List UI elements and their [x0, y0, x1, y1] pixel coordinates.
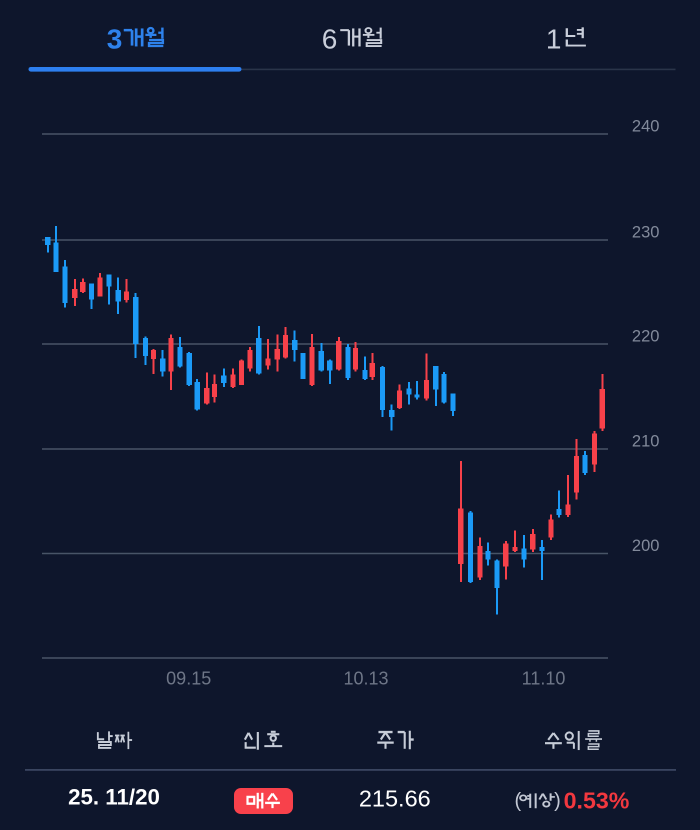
svg-text:10.13: 10.13 [343, 669, 388, 689]
svg-text:0.53%: 0.53% [564, 788, 630, 814]
svg-text:09.15: 09.15 [166, 669, 211, 689]
svg-text:11.10: 11.10 [522, 669, 566, 689]
svg-text:): ) [554, 790, 561, 812]
svg-text:240: 240 [632, 118, 660, 136]
svg-text:3: 3 [107, 24, 123, 55]
svg-text:200: 200 [632, 537, 660, 555]
svg-text:(: ( [514, 790, 521, 812]
svg-text:210: 210 [632, 433, 660, 451]
svg-text:25. 11/20: 25. 11/20 [68, 785, 160, 810]
svg-text:6: 6 [322, 24, 338, 55]
svg-text:220: 220 [632, 328, 660, 346]
svg-text:1: 1 [546, 24, 562, 55]
svg-text:215.66: 215.66 [359, 786, 431, 812]
svg-text:230: 230 [632, 224, 660, 242]
